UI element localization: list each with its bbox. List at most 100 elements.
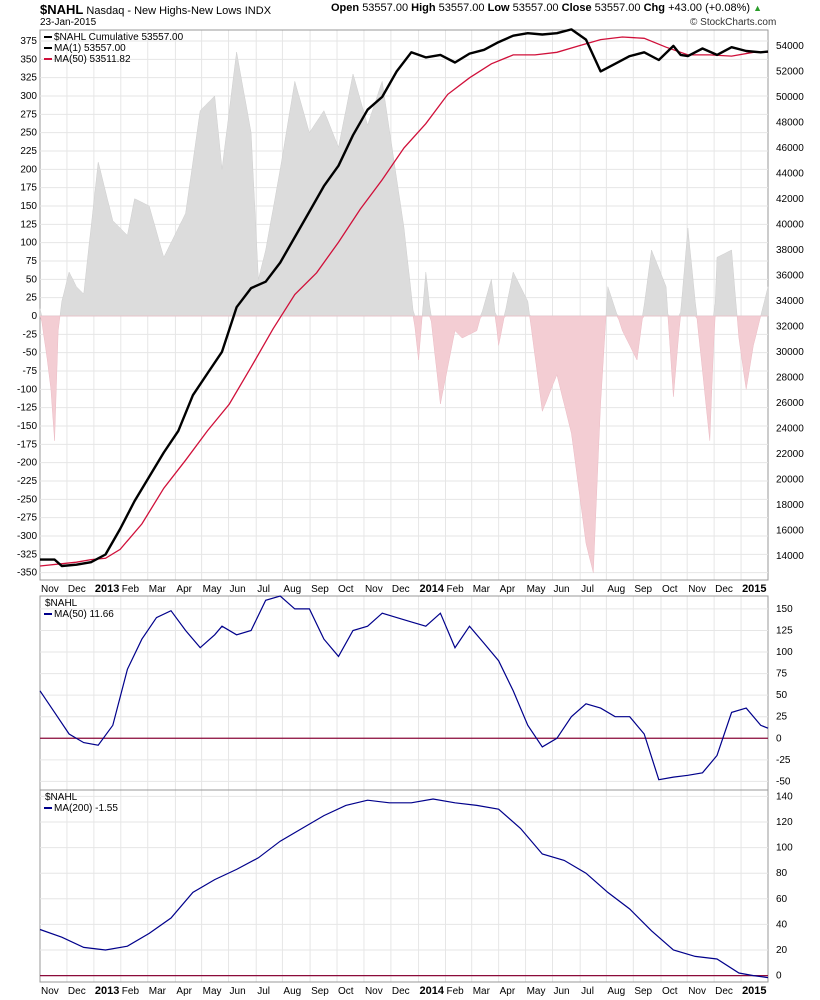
x-axis-label: Mar [149,986,167,997]
x-axis-label: Jul [581,584,594,595]
x-axis-label: Feb [446,986,464,997]
x-axis-label: Feb [446,584,464,595]
ma200-axis-tick: 100 [776,843,793,854]
ma50-axis-tick: 125 [776,625,793,636]
x-axis-label: Nov [41,986,59,997]
left-axis-tick: 0 [31,311,37,322]
right-axis-tick: 18000 [776,500,804,511]
right-axis-tick: 44000 [776,168,804,179]
low-value: 53557.00 [512,2,559,14]
right-axis-tick: 30000 [776,347,804,358]
x-axis-label: Aug [607,986,625,997]
left-axis-tick: -275 [17,513,37,524]
left-axis-tick: 125 [20,219,37,230]
up-triangle-icon: ▲ [753,3,762,13]
panel-frame-3 [39,789,769,983]
x-axis-label: Dec [68,584,86,595]
left-axis-tick: 75 [26,256,38,267]
symbol-name: Nasdaq - New Highs-New Lows [86,5,242,17]
exchange: INDX [244,5,272,17]
legend-ma50: MA(50) 53511.82 [54,54,131,65]
x-axis-label: Jun [554,584,570,595]
x-axis-label: Jul [257,986,270,997]
x-axis-label: Mar [149,584,167,595]
left-axis-tick: 200 [20,164,37,175]
ma200-axis-tick: 80 [776,868,788,879]
ma50-axis-tick: -25 [776,755,791,766]
right-axis-tick: 36000 [776,270,804,281]
ohlc-readout: Open 53557.00 High 53557.00 Low 53557.00… [331,2,762,14]
x-axis-label: Aug [607,584,625,595]
left-axis-tick: -200 [17,458,37,469]
ma200-axis-tick: 140 [776,791,793,802]
close-label: Close [561,2,592,14]
ma200-axis-tick: 20 [776,945,788,956]
histogram-negative-area [39,315,768,573]
x-axis-label: 2013 [95,583,119,595]
x-axis-label: Oct [662,584,678,595]
x-axis-label: May [203,584,222,595]
x-axis-label: 2014 [420,985,445,997]
histogram-positive-area [39,51,769,317]
x-axis-label: Aug [283,584,301,595]
left-axis-tick: -175 [17,439,37,450]
left-axis-tick: -350 [17,568,37,579]
left-axis-tick: -225 [17,476,37,487]
x-axis-label: Mar [473,584,491,595]
ma200-axis-tick: 120 [776,817,793,828]
x-axis-label: Jul [257,584,270,595]
open-value: 53557.00 [362,2,409,14]
x-axis-label: Nov [365,986,383,997]
x-axis-label: Feb [122,986,140,997]
x-axis-label: Dec [392,986,410,997]
x-axis-label: Apr [176,986,192,997]
left-axis-tick: 325 [20,73,37,84]
left-axis-tick: -250 [17,494,37,505]
ma50-axis-tick: 100 [776,647,793,658]
right-axis-tick: 26000 [776,398,804,409]
ma50-axis-tick: 150 [776,604,793,615]
chart-header-line1: $NAHL Nasdaq - New Highs-New Lows INDX [40,2,271,17]
x-axis-label: Apr [500,584,516,595]
x-axis-label: Oct [338,986,354,997]
legend-ma1: MA(1) 53557.00 [54,43,126,54]
x-axis-label: Jun [554,986,570,997]
close-value: 53557.00 [594,2,641,14]
panel-frame-2 [39,595,769,791]
left-axis-tick: -300 [17,531,37,542]
ma50-oscillator-line [39,595,769,781]
right-axis-tick: 46000 [776,143,804,154]
left-axis-tick: 350 [20,54,37,65]
x-axis-label: Nov [688,986,706,997]
x-axis-label: Nov [688,584,706,595]
right-axis-tick: 24000 [776,423,804,434]
x-axis-label: Sep [634,584,652,595]
right-axis-tick: 48000 [776,117,804,128]
high-value: 53557.00 [438,2,485,14]
chart-date: 23-Jan-2015 [40,17,97,28]
right-axis-tick: 50000 [776,92,804,103]
right-axis-tick: 42000 [776,194,804,205]
x-axis-label: Oct [662,986,678,997]
left-axis-tick: -325 [17,549,37,560]
x-axis-label: Jun [230,584,246,595]
ma50-line [39,36,769,567]
x-axis-label: Sep [311,584,329,595]
x-axis-label: 2013 [95,985,119,997]
x-axis-label: Mar [473,986,491,997]
right-axis-tick: 52000 [776,66,804,77]
legend-cumulative: $NAHL Cumulative 53557.00 [54,32,184,43]
right-axis-tick: 28000 [776,372,804,383]
x-axis-label: May [527,584,546,595]
right-axis-tick: 14000 [776,551,804,562]
left-axis-tick: 275 [20,109,37,120]
left-axis-tick: 250 [20,128,37,139]
panel2-legend-ma50: MA(50) 11.66 [54,609,114,620]
open-label: Open [331,2,360,14]
x-axis-label: Jul [581,986,594,997]
left-axis-tick: 175 [20,183,37,194]
x-axis-label: May [527,986,546,997]
right-axis-tick: 38000 [776,245,804,256]
x-axis-label: Dec [68,986,86,997]
